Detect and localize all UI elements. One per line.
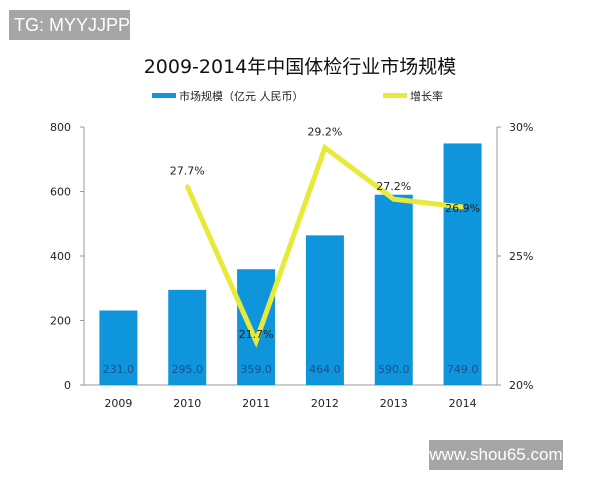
growth-label: 29.2% bbox=[307, 126, 342, 139]
x-tick-label: 2012 bbox=[311, 397, 339, 410]
growth-point-2014 bbox=[460, 204, 465, 209]
x-tick-label: 2013 bbox=[380, 397, 408, 410]
left-tick-label: 0 bbox=[64, 379, 71, 392]
bar-label: 231.0 bbox=[103, 363, 135, 376]
bar-2012 bbox=[305, 235, 344, 385]
growth-label: 21.7% bbox=[239, 328, 274, 341]
growth-point-2010 bbox=[185, 184, 190, 189]
bar-2014 bbox=[443, 143, 482, 385]
bar-2009 bbox=[99, 310, 138, 385]
growth-point-2013 bbox=[391, 197, 396, 202]
growth-label: 26.9% bbox=[445, 202, 480, 215]
watermark-bottom: www.shou65.com bbox=[429, 440, 563, 470]
x-tick-label: 2014 bbox=[449, 397, 477, 410]
bar-2013 bbox=[374, 194, 413, 385]
bar-label: 464.0 bbox=[309, 363, 341, 376]
legend-line-label: 增长率 bbox=[410, 89, 443, 103]
bar-2011 bbox=[237, 269, 276, 385]
right-tick-label: 25% bbox=[509, 250, 533, 263]
growth-point-2012 bbox=[322, 145, 327, 150]
x-tick-label: 2011 bbox=[242, 397, 270, 410]
right-tick-label: 30% bbox=[509, 121, 533, 134]
bar-label: 359.0 bbox=[240, 363, 272, 376]
bar-label: 295.0 bbox=[172, 363, 204, 376]
left-tick-label: 800 bbox=[50, 121, 71, 134]
legend-bar-swatch bbox=[152, 93, 176, 98]
x-tick-label: 2010 bbox=[173, 397, 201, 410]
x-tick-label: 2009 bbox=[104, 397, 132, 410]
legend-line-swatch bbox=[383, 93, 407, 98]
bar-2010 bbox=[168, 289, 207, 385]
left-tick-label: 200 bbox=[50, 315, 71, 328]
growth-point-2011 bbox=[254, 339, 259, 344]
bar-label: 590.0 bbox=[378, 363, 410, 376]
right-tick-label: 20% bbox=[509, 379, 533, 392]
growth-label: 27.2% bbox=[376, 180, 411, 193]
left-tick-label: 600 bbox=[50, 186, 71, 199]
watermark-top: TG: MYYJJPP bbox=[9, 10, 130, 40]
legend-bar-label: 市场规模（亿元 人民币） bbox=[179, 89, 304, 103]
bar-label: 749.0 bbox=[447, 363, 479, 376]
growth-label: 27.7% bbox=[170, 164, 205, 177]
chart-title: 2009-2014年中国体检行业市场规模 bbox=[143, 56, 457, 78]
left-tick-label: 400 bbox=[50, 250, 71, 263]
